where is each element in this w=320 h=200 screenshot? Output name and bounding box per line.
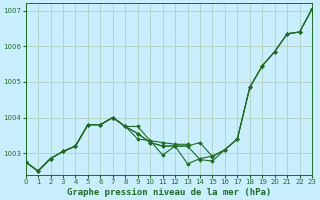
X-axis label: Graphe pression niveau de la mer (hPa): Graphe pression niveau de la mer (hPa) xyxy=(67,188,271,197)
